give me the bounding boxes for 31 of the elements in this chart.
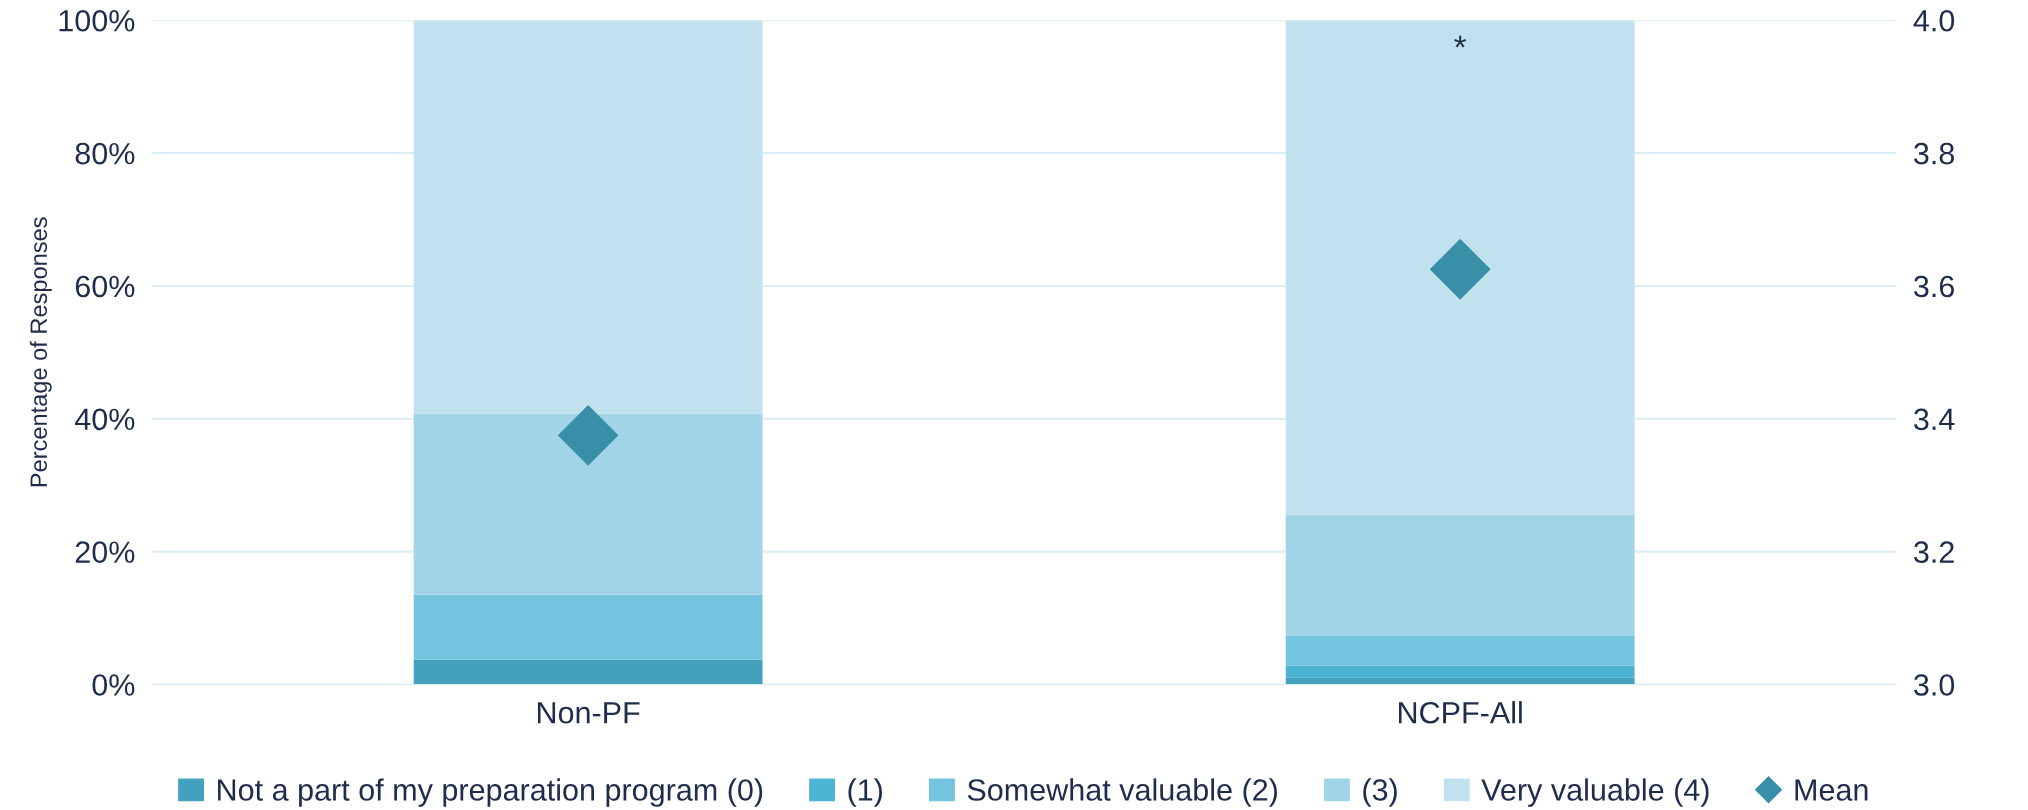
y-tick-label: 80%: [75, 142, 135, 165]
bar: [413, 594, 763, 660]
x-tick-label: NCPF-All: [1399, 701, 1522, 724]
y2-tick-label: 3.4: [1914, 408, 1955, 431]
bar: [413, 659, 763, 685]
y2-tick-label: 3.2: [1914, 541, 1954, 563]
legend-label: Very valuable (4): [1481, 778, 1709, 807]
legend-label: Mean: [1795, 779, 1868, 801]
bar: [1285, 20, 1635, 515]
legend-label: Not a part of my preparation program (0): [218, 778, 763, 807]
y-tick-label: 100%: [59, 9, 135, 32]
x-tick-label: Non-PF: [537, 702, 640, 724]
y2-tick-label: 3.0: [1914, 674, 1955, 696]
legend-label: (3): [1363, 778, 1397, 807]
y-tick-label: 60%: [75, 275, 135, 298]
bar: [1285, 677, 1635, 685]
legend-label: (1): [848, 778, 882, 807]
y-axis-title: Percentage of Responses: [29, 217, 52, 487]
y2-tick-label: 3.6: [1914, 275, 1954, 298]
annotation: *: [1454, 35, 1467, 48]
bar: [413, 20, 763, 414]
legend-label: Somewhat valuable (2): [967, 778, 1277, 807]
bar: [1285, 665, 1635, 678]
y-tick-label: 0%: [92, 674, 135, 696]
y2-tick-label: 4.0: [1913, 9, 1955, 32]
bar: [1285, 514, 1635, 636]
y-tick-label: 40%: [74, 408, 135, 431]
y2-tick-label: 3.8: [1914, 142, 1954, 165]
bar: [1285, 635, 1635, 666]
bar: [413, 413, 763, 595]
y-tick-label: 20%: [75, 541, 135, 563]
